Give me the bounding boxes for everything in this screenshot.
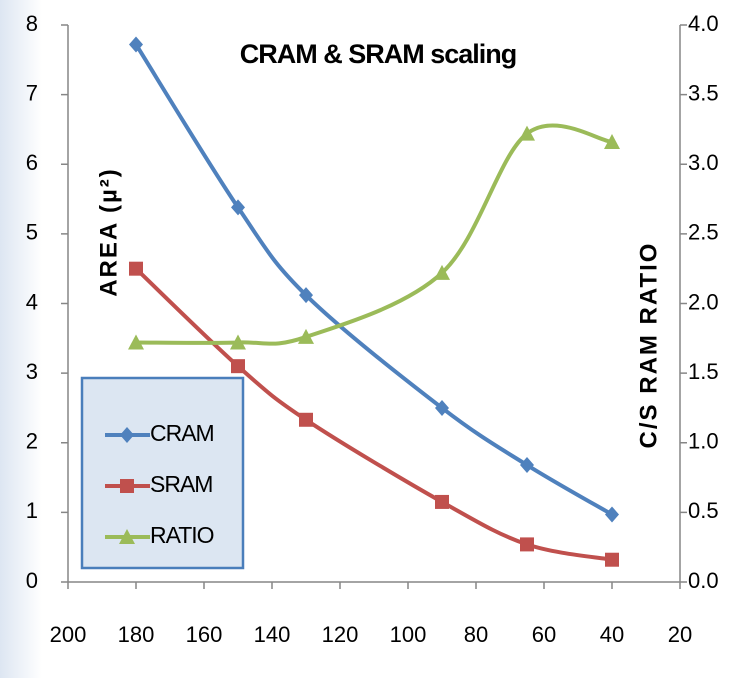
marker <box>520 537 534 552</box>
x-tick-label: 140 <box>254 622 291 647</box>
y2-tick-label: 2.5 <box>688 220 719 245</box>
marker <box>604 133 620 149</box>
marker <box>120 479 134 493</box>
marker <box>231 359 245 374</box>
y-tick-label: 0 <box>26 568 38 593</box>
x-tick-label: 160 <box>186 622 223 647</box>
marker <box>520 457 534 474</box>
marker <box>298 328 314 344</box>
y-tick-label: 6 <box>26 150 38 175</box>
series-line <box>135 123 613 346</box>
marker <box>299 412 313 427</box>
marker <box>128 334 144 350</box>
x-tick-label: 60 <box>532 622 556 647</box>
x-tick-label: 200 <box>50 622 87 647</box>
x-tick-label: 40 <box>600 622 624 647</box>
y2-tick-label: 2.0 <box>688 289 719 314</box>
legend-label: CRAM <box>150 420 214 446</box>
y2-tick-label: 1.0 <box>688 429 719 454</box>
y-tick-label: 5 <box>26 220 38 245</box>
marker <box>120 427 134 443</box>
y2-tick-label: 0.0 <box>688 568 719 593</box>
y-tick-label: 2 <box>26 429 38 454</box>
x-tick-label: 120 <box>322 622 359 647</box>
x-tick-label: 180 <box>118 622 155 647</box>
x-tick-label: 100 <box>390 622 427 647</box>
y2-tick-label: 3.0 <box>688 150 719 175</box>
marker <box>435 494 449 509</box>
marker <box>129 36 143 53</box>
marker <box>434 264 450 280</box>
x-tick-label: 20 <box>668 622 692 647</box>
y-tick-label: 3 <box>26 359 38 384</box>
marker <box>129 261 143 276</box>
legend: CRAM SRAM RATIO <box>80 376 245 570</box>
y2-tick-label: 4.0 <box>688 11 719 36</box>
marker <box>605 552 619 567</box>
marker <box>230 334 246 350</box>
y-tick-label: 1 <box>26 498 38 523</box>
x-tick-label: 80 <box>464 622 488 647</box>
y-tick-label: 7 <box>26 80 38 105</box>
marker <box>231 199 245 216</box>
y-tick-label: 4 <box>26 289 38 314</box>
y2-axis-label: C/S RAM RATIO <box>635 242 662 449</box>
y2-tick-label: 3.5 <box>688 80 719 105</box>
y-tick-label: 8 <box>26 11 38 36</box>
marker <box>519 125 535 141</box>
marker <box>435 399 449 416</box>
chart-title: CRAM & SRAM scaling <box>240 39 517 69</box>
marker <box>119 529 135 544</box>
legend-label: SRAM <box>150 471 212 497</box>
y2-tick-label: 1.5 <box>688 359 719 384</box>
y2-tick-label: 0.5 <box>688 498 719 523</box>
y-axis-label: AREA (µ²) <box>95 167 122 297</box>
marker <box>605 506 619 523</box>
background-strip <box>0 0 42 678</box>
marker <box>299 287 313 304</box>
legend-label: RATIO <box>150 522 214 548</box>
